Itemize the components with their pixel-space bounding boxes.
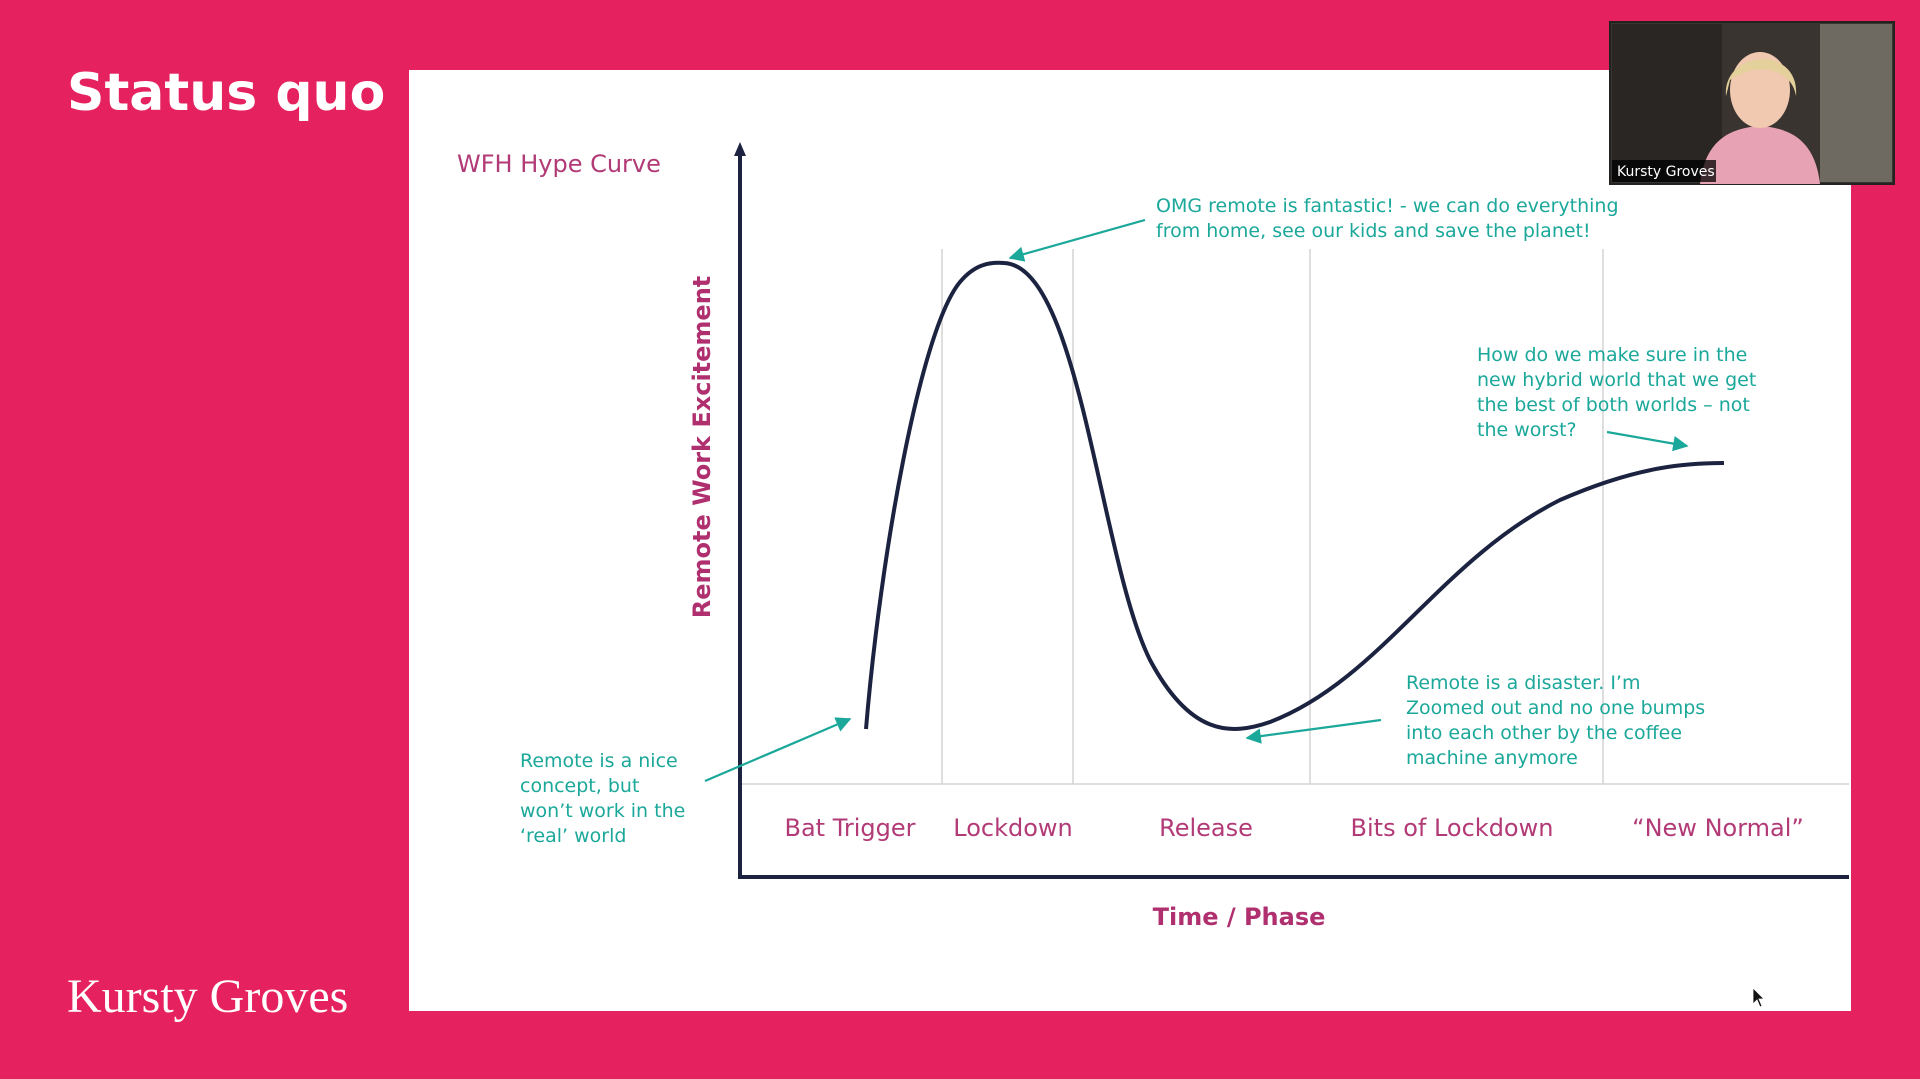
annotation-line: machine anymore [1406, 747, 1578, 769]
diagram-title: WFH Hype Curve [457, 150, 661, 178]
mouse-cursor [1752, 987, 1765, 1008]
annotation-line: concept, but [520, 775, 639, 797]
annotation-arrows [704, 218, 1689, 783]
video-wall [1820, 24, 1892, 182]
phase-label: “New Normal” [1632, 814, 1804, 842]
phase-label: Bat Trigger [785, 814, 916, 842]
slide-panel [409, 70, 1851, 1011]
phase-label: Bits of Lockdown [1351, 814, 1554, 842]
phase-label: Release [1159, 814, 1253, 842]
annotation-line: from home, see our kids and save the pla… [1156, 220, 1591, 242]
annotation-line: ‘real’ world [520, 825, 626, 847]
annotation-line: won’t work in the [520, 800, 685, 822]
annotation-line: Zoomed out and no one bumps [1406, 697, 1705, 719]
hype-curve [864, 260, 1725, 731]
video-person-body [1700, 126, 1820, 184]
annotation-line: OMG remote is fantastic! - we can do eve… [1156, 195, 1619, 217]
annotation-line: How do we make sure in the [1477, 344, 1747, 366]
y-axis-label: Remote Work Excitement [688, 276, 716, 619]
annotation-line: Remote is a nice [520, 750, 678, 772]
arrow [1245, 718, 1382, 744]
phase-dividers [740, 249, 1849, 785]
annotation-line: Remote is a disaster. I’m [1406, 672, 1640, 694]
brand: Kursty Groves [67, 970, 348, 1023]
arrow [704, 717, 852, 783]
participant-name: Kursty Groves [1617, 164, 1715, 180]
annotation-line: new hybrid world that we get [1477, 369, 1756, 391]
annotation-line: the worst? [1477, 419, 1577, 441]
video-shelf [1612, 24, 1722, 182]
arrow [1008, 218, 1146, 262]
y-axis-arrow [734, 142, 746, 156]
name-label-bg [1612, 160, 1716, 182]
video-person-hair [1725, 59, 1797, 96]
x-axis-label: Time / Phase [1153, 903, 1326, 931]
slide-title: Status quo [67, 63, 385, 123]
annotation-line: into each other by the coffee [1406, 722, 1682, 744]
phase-label: Lockdown [953, 814, 1072, 842]
annotation-line: the best of both worlds – not [1477, 394, 1750, 416]
video-tile: Kursty Groves [1609, 21, 1895, 185]
arrow [1606, 430, 1689, 452]
hype-curve-diagram: WFH Hype Curve Remote Work Excitement Ti… [457, 142, 1849, 931]
